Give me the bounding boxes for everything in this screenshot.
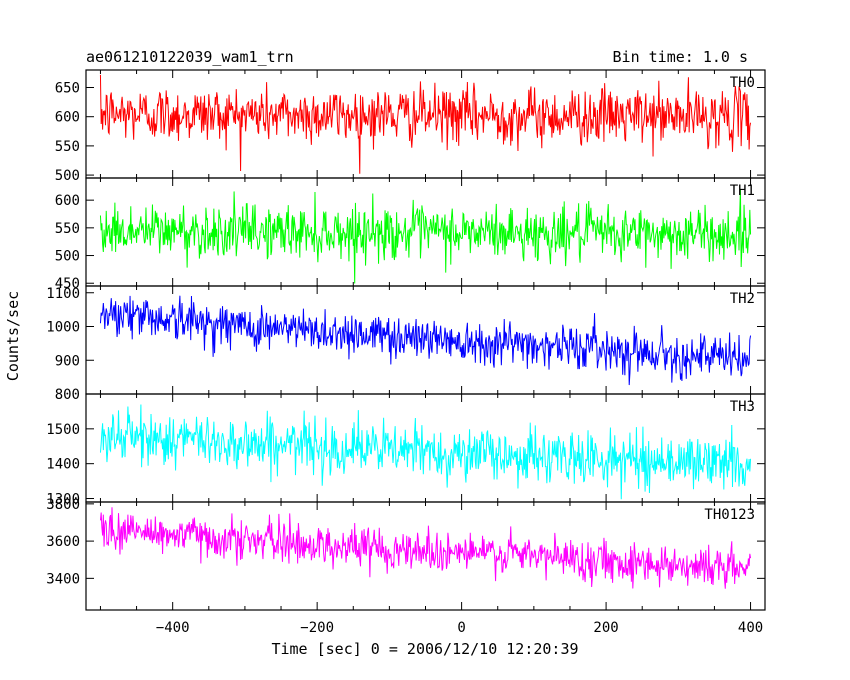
panel-frame <box>85 285 766 395</box>
y-tick-label: 600 <box>55 193 80 209</box>
y-tick-label: 1100 <box>46 286 80 302</box>
x-tick-label: −200 <box>300 620 334 636</box>
y-tick-label: 450 <box>55 276 80 292</box>
panels: 500 550 600 650 TH0 450 500 550 600 TH1 800 900 1000… <box>46 69 766 611</box>
panel-label-th0: TH0 <box>730 75 755 91</box>
series-line-th0123 <box>99 507 752 589</box>
series-line-th1 <box>99 188 752 284</box>
chart-title: ae061210122039_wam1_trn <box>86 48 294 66</box>
y-tick-label: 600 <box>55 110 80 126</box>
panel-th0: 500 550 600 650 TH0 <box>55 69 766 184</box>
y-tick-label: 1400 <box>46 457 80 473</box>
y-tick-label: 3600 <box>46 534 80 550</box>
x-tick-label: 400 <box>738 620 763 636</box>
bin-time-label: Bin time: 1.0 s <box>613 48 748 66</box>
x-tick-label: 200 <box>593 620 618 636</box>
y-tick-label: 500 <box>55 249 80 265</box>
x-tick-label: 0 <box>457 620 465 636</box>
panel-label-th2: TH2 <box>730 291 755 307</box>
y-tick-label: 900 <box>55 353 80 369</box>
y-axis-title: Counts/sec <box>4 291 22 381</box>
x-axis: −400 −200 0 200 400 <box>156 620 763 636</box>
panel-label-th1: TH1 <box>730 183 755 199</box>
panel-th0123: 3400 3600 3800 TH0123 <box>46 497 766 611</box>
series-line-th3 <box>99 404 752 500</box>
y-tick-label: 1300 <box>46 492 80 508</box>
x-tick-label: −400 <box>156 620 190 636</box>
y-tick-label: 500 <box>55 168 80 184</box>
y-tick-label: 1500 <box>46 422 80 438</box>
y-tick-label: 800 <box>55 387 80 403</box>
y-tick-label: 550 <box>55 221 80 237</box>
y-tick-label: 3800 <box>46 497 80 513</box>
x-axis-title: Time [sec] 0 = 2006/12/10 12:20:39 <box>271 640 578 658</box>
y-tick-label: 550 <box>55 139 80 155</box>
y-tick-label: 1000 <box>46 320 80 336</box>
panel-th3: 1300 1400 1500 TH3 <box>46 393 766 508</box>
panel-th2: 800 900 1000 1100 TH2 <box>46 285 766 403</box>
y-tick-label: 3400 <box>46 571 80 587</box>
panel-th1: 450 500 550 600 TH1 <box>55 177 766 292</box>
y-tick-label: 650 <box>55 81 80 97</box>
series-line-th2 <box>99 295 752 386</box>
panel-label-th0123: TH0123 <box>704 507 755 523</box>
panel-label-th3: TH3 <box>730 399 755 415</box>
series-line-th0 <box>99 74 752 174</box>
